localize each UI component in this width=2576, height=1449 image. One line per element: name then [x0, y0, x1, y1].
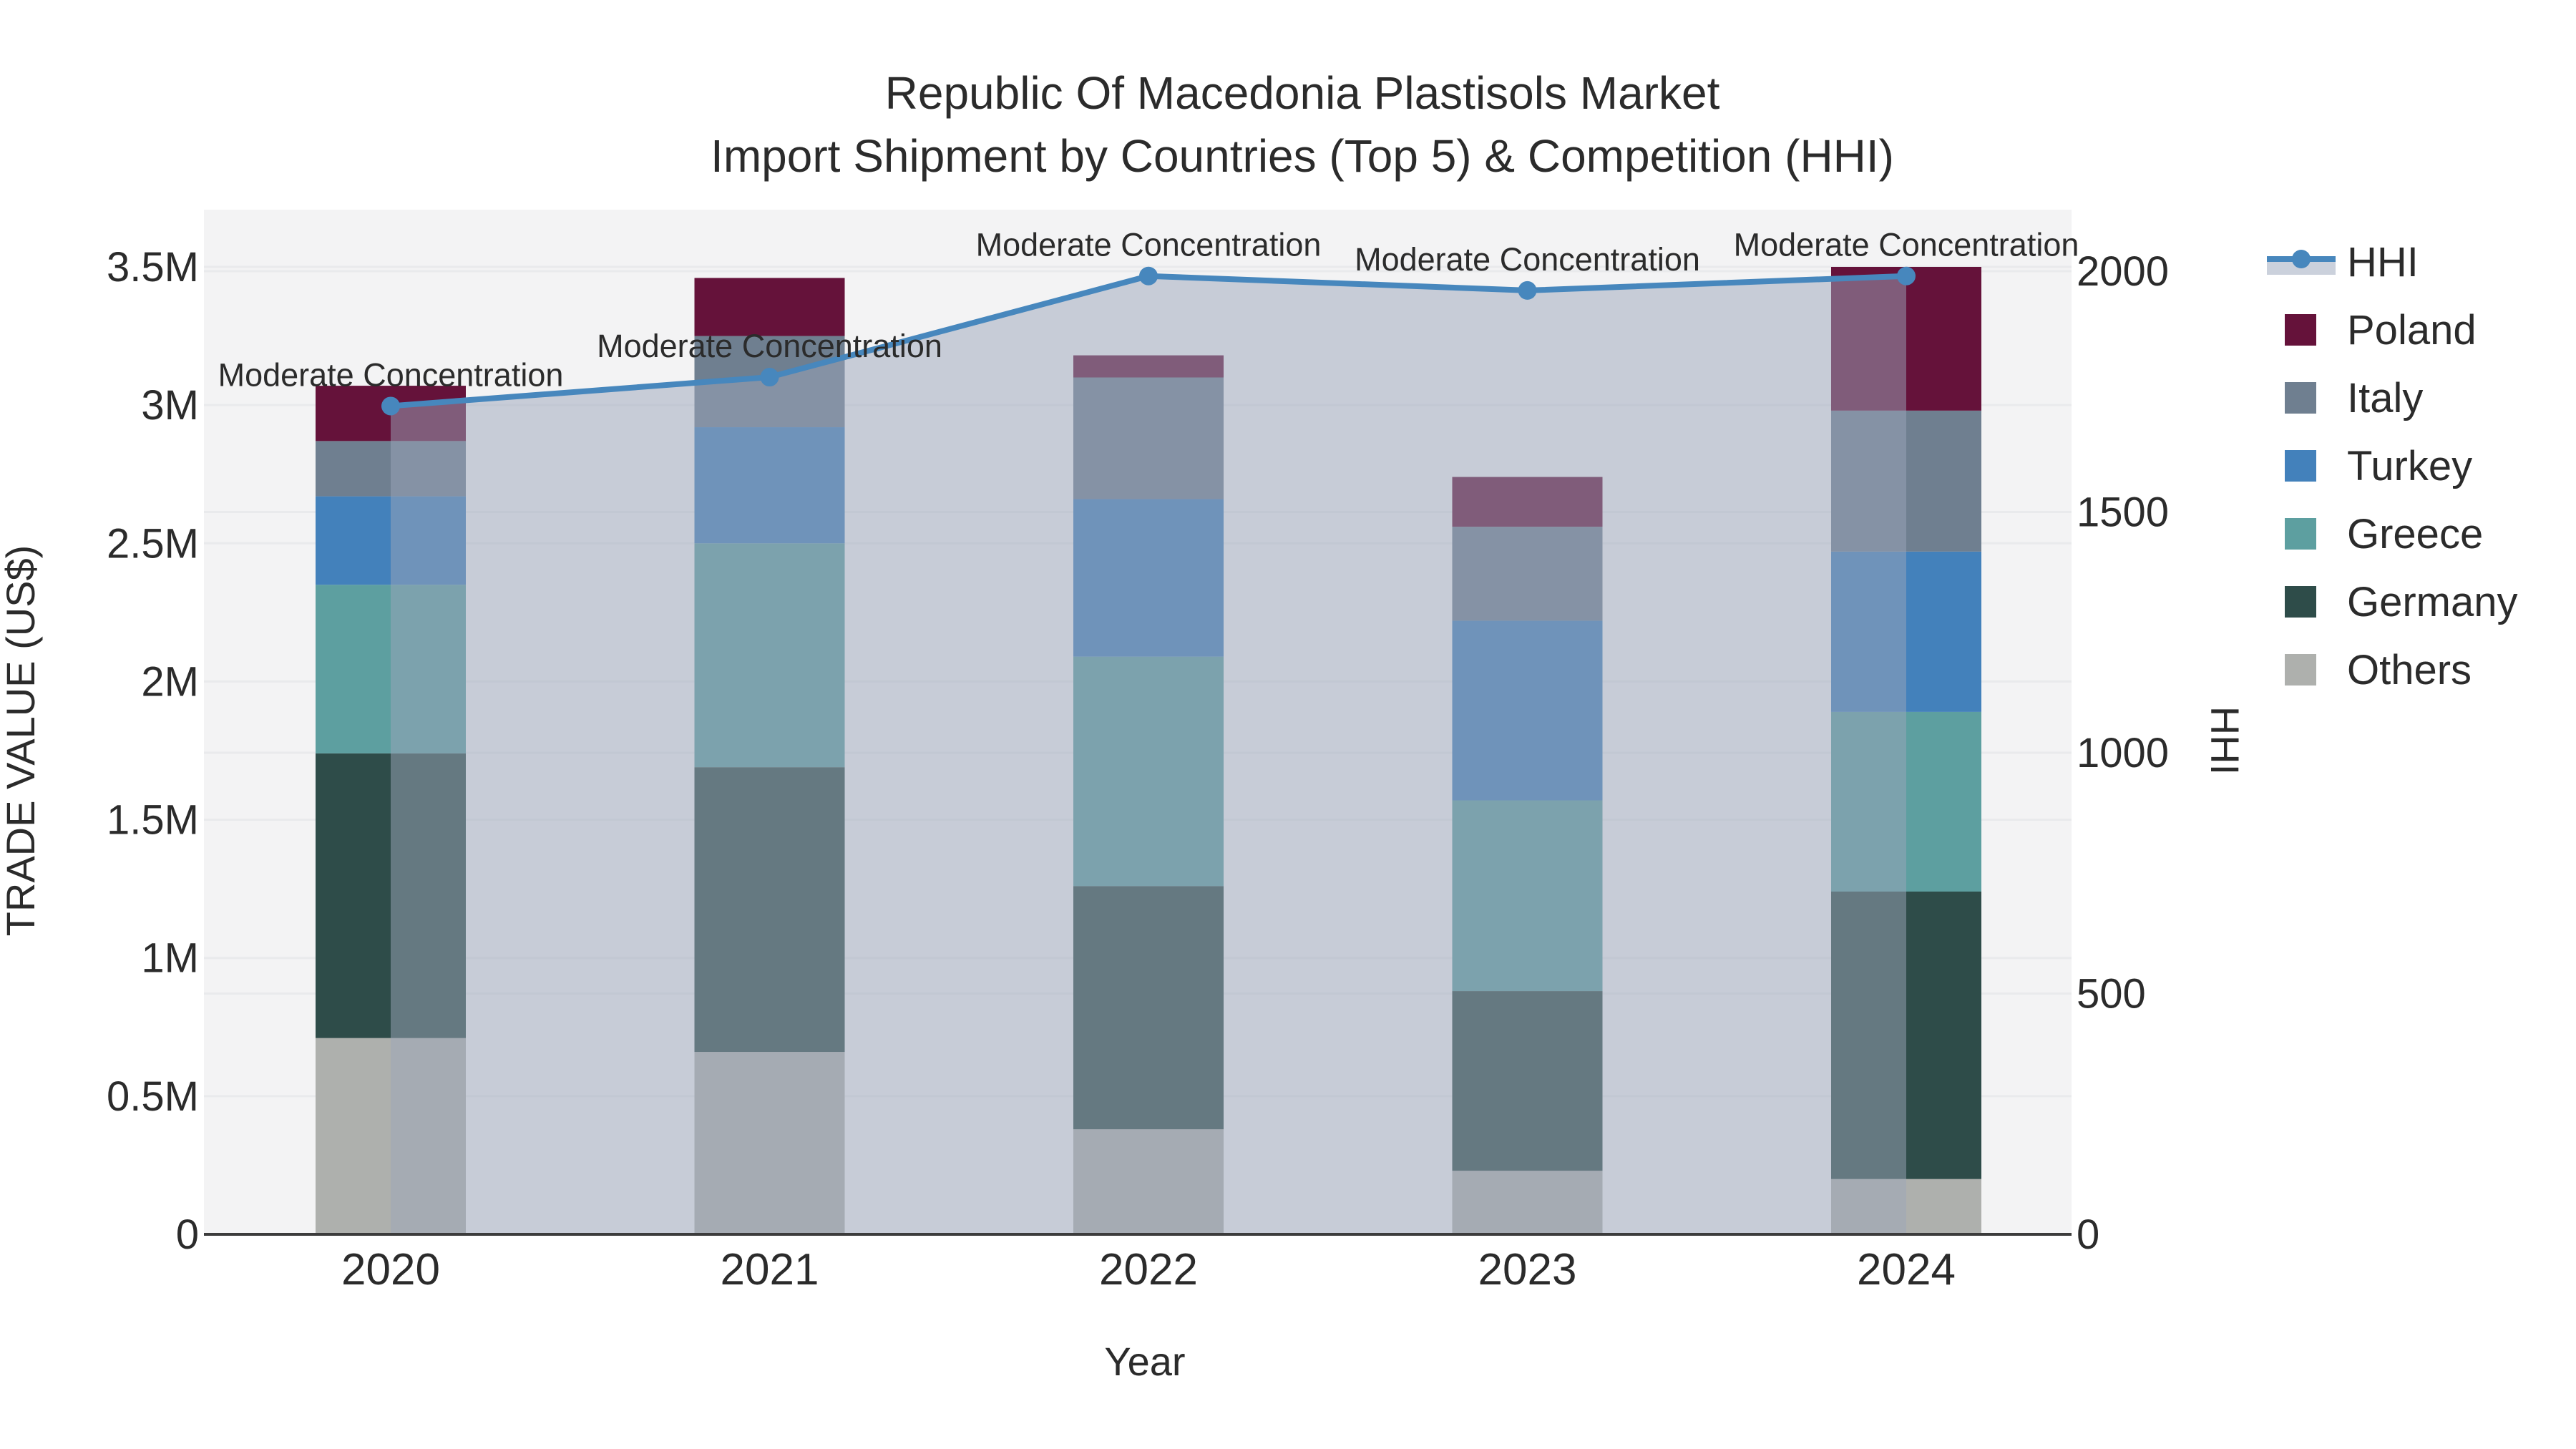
- legend-swatch-turkey: [2285, 450, 2316, 482]
- legend-item-greece[interactable]: Greece: [2285, 511, 2483, 557]
- legend-item-hhi[interactable]: HHI: [2267, 239, 2419, 286]
- legend-label-others: Others: [2347, 647, 2472, 693]
- legend: HHI Poland Italy Turkey Greece Germany Others: [2267, 239, 2518, 693]
- x-tick-2024[interactable]: 2024: [1857, 1245, 1956, 1294]
- legend-swatch-germany: [2285, 586, 2316, 618]
- hhi-marker-2022[interactable]: [1139, 266, 1158, 286]
- legend-label-germany: Germany: [2347, 579, 2518, 625]
- right-tick-0: 0: [2077, 1211, 2099, 1258]
- x-tick-2021[interactable]: 2021: [721, 1245, 819, 1294]
- left-axis-title: TRADE VALUE (US$): [0, 545, 43, 937]
- chart-title-line2: Import Shipment by Countries (Top 5) & C…: [711, 130, 1894, 182]
- legend-item-italy[interactable]: Italy: [2285, 375, 2423, 421]
- x-tick-2020[interactable]: 2020: [341, 1245, 440, 1294]
- hhi-area-fill: [391, 275, 1906, 1235]
- annotation-moderate-concentration-2021: Moderate Concentration: [597, 328, 942, 364]
- left-tick-0: 0: [176, 1211, 199, 1258]
- x-tick-2022[interactable]: 2022: [1099, 1245, 1198, 1294]
- legend-item-poland[interactable]: Poland: [2285, 307, 2477, 353]
- left-tick-1M: 1M: [141, 935, 199, 982]
- left-tick-2M: 2M: [141, 658, 199, 705]
- legend-item-germany[interactable]: Germany: [2285, 579, 2518, 625]
- x-axis-tick-labels: 2020 2021 2022 2023 2024: [341, 1245, 1956, 1294]
- legend-label-italy: Italy: [2347, 375, 2423, 421]
- legend-swatch-greece: [2285, 518, 2316, 550]
- legend-label-greece: Greece: [2347, 511, 2483, 557]
- legend-item-turkey[interactable]: Turkey: [2285, 443, 2472, 489]
- annotation-moderate-concentration-2020: Moderate Concentration: [218, 356, 564, 393]
- legend-label-turkey: Turkey: [2347, 443, 2472, 489]
- hhi-marker-2024[interactable]: [1897, 266, 1916, 286]
- legend-swatch-poland: [2285, 314, 2316, 346]
- legend-item-others[interactable]: Others: [2285, 647, 2472, 693]
- x-tick-2023[interactable]: 2023: [1478, 1245, 1577, 1294]
- right-tick-2000: 2000: [2077, 248, 2169, 295]
- right-axis-tick-labels: 0 500 1000 1500 2000: [2077, 248, 2169, 1258]
- legend-swatch-others: [2285, 654, 2316, 686]
- legend-swatch-italy: [2285, 382, 2316, 414]
- left-tick-2.5M: 2.5M: [107, 520, 199, 567]
- bar-segment-poland-2021[interactable]: [694, 278, 845, 336]
- left-tick-1.5M: 1.5M: [107, 797, 199, 844]
- left-axis-tick-labels: 0 0.5M 1M 1.5M 2M 2.5M 3M 3.5M: [107, 244, 199, 1258]
- right-tick-1500: 1500: [2077, 489, 2169, 536]
- chart-title-line1: Republic Of Macedonia Plastisols Market: [885, 67, 1720, 119]
- right-tick-1000: 1000: [2077, 730, 2169, 776]
- left-tick-3M: 3M: [141, 382, 199, 429]
- legend-hhi-marker-icon: [2292, 250, 2311, 268]
- annotation-moderate-concentration-2022: Moderate Concentration: [976, 227, 1322, 263]
- right-tick-500: 500: [2077, 971, 2146, 1018]
- hhi-markers: [381, 266, 1916, 416]
- legend-label-hhi: HHI: [2347, 239, 2419, 286]
- left-tick-3.5M: 3.5M: [107, 244, 199, 291]
- annotation-moderate-concentration-2023: Moderate Concentration: [1355, 241, 1700, 278]
- x-axis-title: Year: [1104, 1339, 1185, 1384]
- right-axis-title: HHI: [2202, 706, 2248, 775]
- left-tick-0.5M: 0.5M: [107, 1073, 199, 1120]
- hhi-marker-2020[interactable]: [381, 396, 400, 416]
- hhi-marker-2023[interactable]: [1518, 280, 1537, 300]
- legend-label-poland: Poland: [2347, 307, 2477, 353]
- hhi-marker-2021[interactable]: [760, 368, 779, 387]
- annotations: Moderate Concentration Moderate Concentra…: [218, 227, 2079, 394]
- annotation-moderate-concentration-2024: Moderate Concentration: [1734, 227, 2079, 263]
